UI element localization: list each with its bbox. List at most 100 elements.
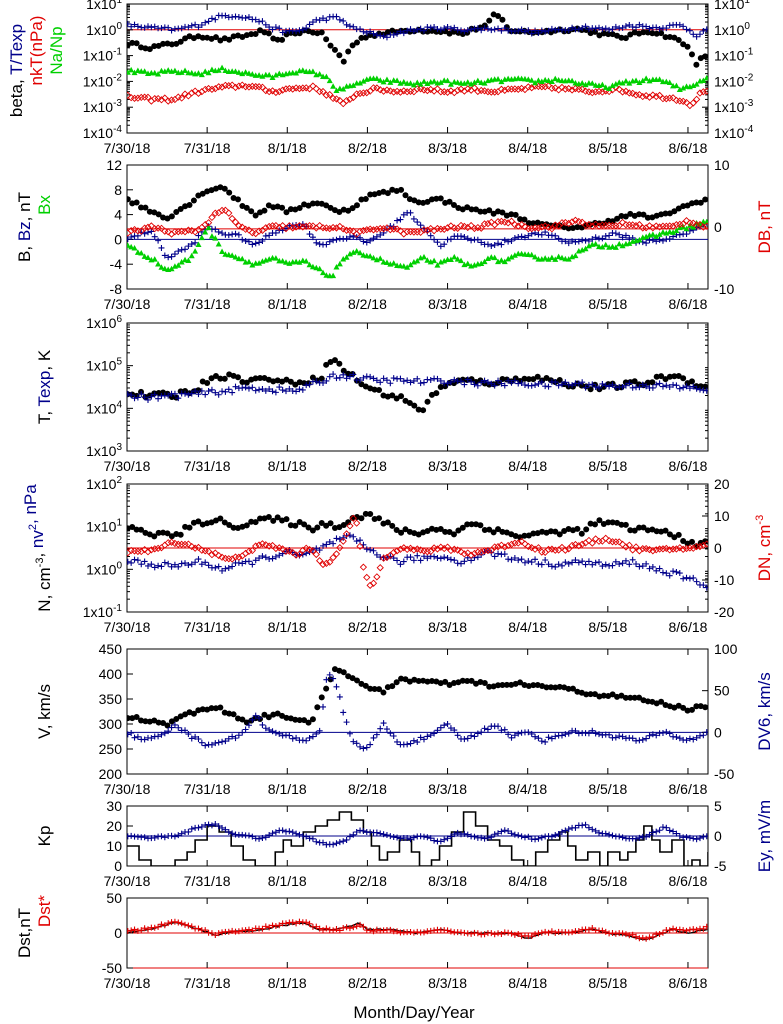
data-point: [323, 36, 330, 43]
data-point: [390, 31, 397, 38]
data-point: [688, 378, 695, 385]
data-point: [690, 926, 697, 933]
data-point: [498, 380, 505, 387]
data-point: [222, 67, 229, 73]
data-point: [589, 80, 596, 86]
data-point: [528, 251, 535, 258]
data-point: [208, 213, 216, 222]
data-point: [636, 236, 643, 243]
data-point: [259, 73, 266, 79]
data-point: [356, 89, 364, 98]
data-point: [134, 927, 141, 934]
data-point: [582, 23, 589, 30]
data-point: [414, 928, 421, 935]
data-point: [235, 231, 242, 238]
data-point: [141, 394, 148, 401]
x-tick-label: 7/30/18: [104, 140, 151, 156]
data-point: [441, 554, 448, 561]
data-point: [521, 234, 528, 241]
data-point: [155, 733, 162, 740]
data-point: [333, 926, 340, 933]
data-point: [433, 195, 440, 202]
data-point: [653, 238, 660, 245]
data-point: [629, 89, 637, 97]
data-point: [666, 572, 673, 579]
data-point: [230, 711, 237, 718]
data-point: [202, 559, 209, 566]
data-point: [370, 928, 377, 935]
x-tick-label: 8/4/18: [508, 781, 547, 797]
data-point: [360, 78, 367, 84]
data-point: [521, 559, 528, 566]
data-point: [478, 27, 485, 34]
data-point: [296, 717, 303, 724]
data-point: [644, 214, 651, 221]
data-point: [693, 703, 700, 710]
data-point: [592, 691, 599, 698]
data-point: [555, 382, 562, 389]
data-point: [257, 515, 264, 522]
data-point: [612, 81, 619, 87]
data-point: [360, 923, 367, 930]
data-point: [404, 377, 411, 384]
data-point: [653, 24, 660, 31]
data-point: [548, 84, 556, 92]
data-point: [592, 535, 600, 543]
data-point: [612, 930, 619, 937]
data-point: [296, 27, 303, 34]
data-point: [287, 378, 294, 385]
data-point: [633, 77, 640, 83]
left-axis-label: Kp: [35, 826, 54, 847]
data-point: [689, 544, 697, 552]
data-point: [480, 220, 489, 228]
data-point: [262, 923, 269, 930]
data-point: [625, 541, 633, 549]
data-point: [195, 241, 202, 247]
data-point: [578, 540, 586, 548]
data-point: [451, 253, 458, 260]
data-point: [538, 834, 545, 841]
data-point: [168, 253, 175, 260]
data-point: [636, 79, 643, 86]
data-point: [696, 542, 704, 551]
data-point: [676, 86, 683, 92]
data-point: [588, 222, 596, 230]
data-point: [272, 24, 279, 31]
data-point: [173, 715, 180, 722]
data-point: [568, 86, 576, 94]
data-point: [670, 229, 677, 235]
data-point: [383, 224, 391, 232]
data-point: [700, 732, 707, 739]
data-point: [222, 826, 229, 833]
data-point: [272, 71, 279, 78]
data-point: [239, 255, 246, 262]
data-point: [383, 259, 390, 266]
data-point: [622, 543, 630, 551]
data-point: [427, 835, 434, 842]
data-point: [468, 521, 475, 528]
data-point: [675, 531, 682, 538]
data-point: [380, 229, 387, 236]
data-point: [451, 557, 458, 564]
data-point: [326, 373, 333, 380]
data-point: [636, 21, 643, 28]
data-point: [320, 269, 327, 276]
x-tick-label: 7/30/18: [104, 458, 151, 474]
data-point: [202, 19, 209, 26]
data-point: [525, 558, 532, 565]
data-point: [323, 73, 330, 80]
data-point: [245, 558, 252, 565]
data-point: [192, 733, 199, 740]
data-point: [370, 547, 377, 554]
data-point: [239, 378, 246, 385]
data-point: [342, 96, 351, 105]
data-point: [468, 26, 475, 33]
data-point: [609, 381, 616, 388]
data-point: [350, 533, 357, 540]
data-point: [127, 91, 132, 99]
data-point: [400, 30, 407, 37]
data-point: [274, 36, 281, 43]
data-point: [486, 683, 493, 690]
left-axis-label: V, km/s: [35, 684, 54, 739]
